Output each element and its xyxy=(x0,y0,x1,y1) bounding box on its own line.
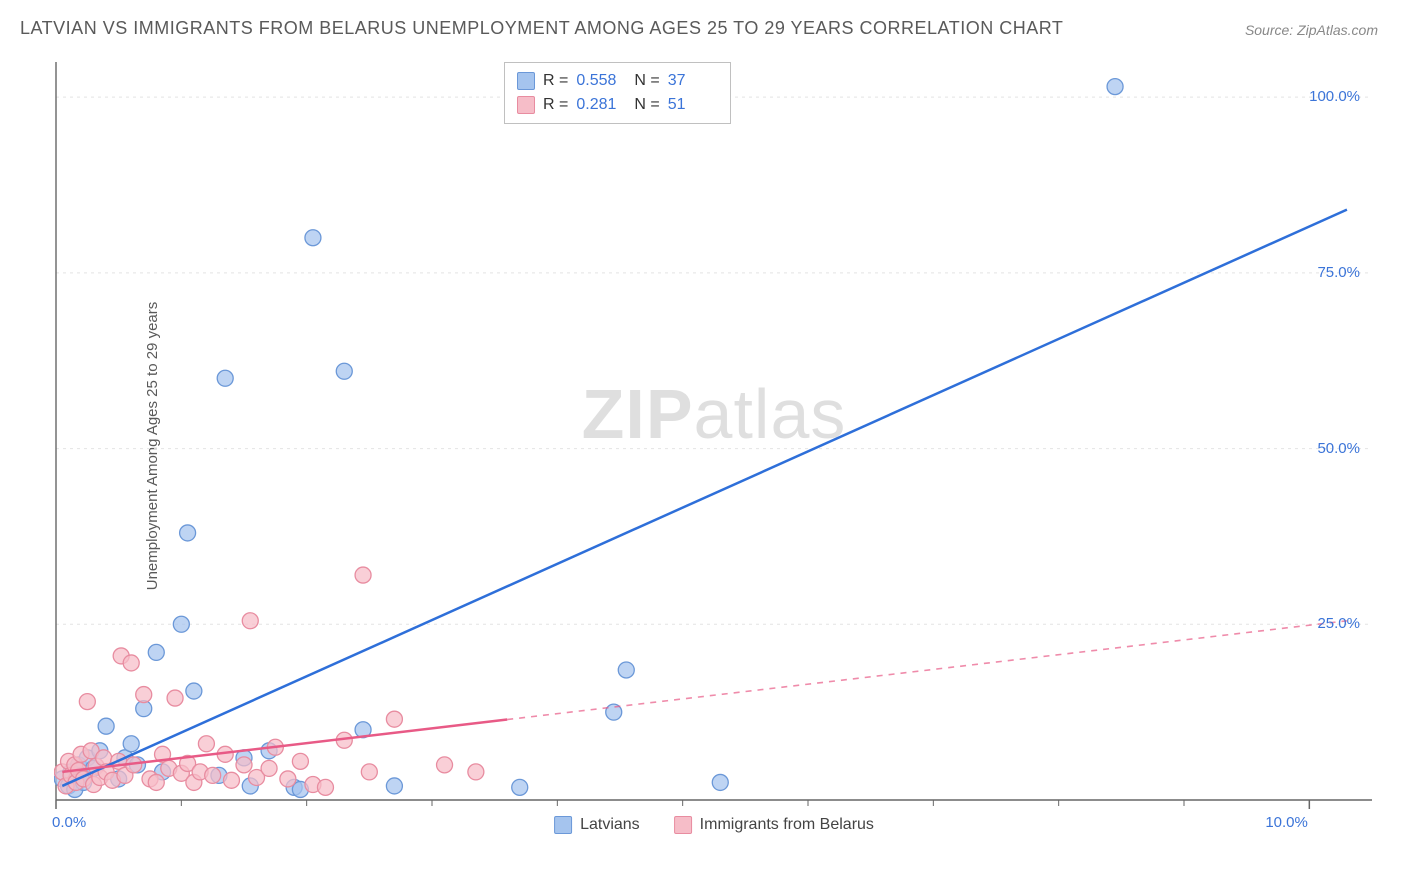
legend-stats-row: R = 0.281 N = 51 xyxy=(517,93,718,117)
r-value: 0.558 xyxy=(576,69,626,93)
chart-title: LATVIAN VS IMMIGRANTS FROM BELARUS UNEMP… xyxy=(20,18,1063,39)
scatter-chart-svg xyxy=(54,60,1374,830)
n-value: 37 xyxy=(668,69,718,93)
n-value: 51 xyxy=(668,93,718,117)
legend-stats-row: R = 0.558 N = 37 xyxy=(517,69,718,93)
x-tick-label: 10.0% xyxy=(1265,814,1308,831)
r-label: R = xyxy=(543,69,568,93)
legend-series-label: Immigrants from Belarus xyxy=(700,816,874,834)
legend-swatch xyxy=(517,72,535,90)
y-tick-label: 25.0% xyxy=(1317,615,1360,632)
r-value: 0.281 xyxy=(576,93,626,117)
legend-series-item: Latvians xyxy=(554,816,640,834)
legend-swatch xyxy=(517,96,535,114)
legend-series-label: Latvians xyxy=(580,816,640,834)
y-tick-label: 75.0% xyxy=(1317,264,1360,281)
legend-series: Latvians Immigrants from Belarus xyxy=(554,816,874,834)
legend-swatch xyxy=(674,816,692,834)
y-tick-label: 50.0% xyxy=(1317,440,1360,457)
r-label: R = xyxy=(543,93,568,117)
legend-stats-box: R = 0.558 N = 37 R = 0.281 N = 51 xyxy=(504,62,731,124)
source-attribution: Source: ZipAtlas.com xyxy=(1245,22,1378,38)
x-tick-label: 0.0% xyxy=(52,814,86,831)
y-tick-label: 100.0% xyxy=(1309,88,1360,105)
chart-plot-area: ZIPatlas R =0.558N =37R =0.281N =51 Latv… xyxy=(54,60,1374,830)
n-label: N = xyxy=(634,69,659,93)
legend-swatch xyxy=(554,816,572,834)
n-label: N = xyxy=(634,93,659,117)
legend-series-item: Immigrants from Belarus xyxy=(674,816,874,834)
